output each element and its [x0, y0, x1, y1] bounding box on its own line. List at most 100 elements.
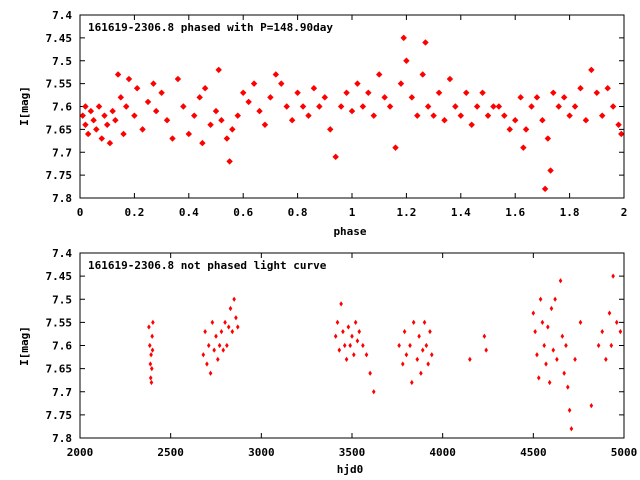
unphased-data-point	[344, 356, 349, 362]
phased-y-tick-label: 7.4	[52, 9, 72, 22]
unphased-data-point	[422, 319, 427, 325]
phased-plot-frame	[79, 14, 625, 199]
phased-x-tick-label: 0	[77, 206, 84, 219]
phased-data-point	[452, 103, 459, 110]
phased-data-point	[321, 94, 328, 101]
phased-data-point	[125, 75, 133, 83]
phased-data-point	[403, 57, 410, 64]
unphased-data-point	[558, 278, 563, 284]
unphased-data-point	[400, 361, 405, 367]
unphased-data-point	[569, 426, 574, 432]
phased-data-point	[547, 167, 554, 174]
phased-x-tick-label: 2	[621, 206, 628, 219]
phased-data-point	[98, 135, 105, 142]
unphased-y-tick-label: 7.55	[46, 316, 73, 329]
phased-data-point	[82, 121, 89, 128]
unphased-x-tick-label: 5000	[611, 446, 638, 459]
phased-data-point	[104, 121, 111, 128]
unphased-data-point	[411, 319, 416, 325]
unphased-data-point	[346, 324, 351, 330]
phased-data-point	[424, 103, 432, 110]
unphased-data-point	[408, 342, 412, 349]
unphased-data-point	[562, 370, 566, 376]
phased-data-point	[484, 112, 492, 119]
unphased-x-tick-label: 2500	[157, 446, 184, 459]
unphased-data-point	[223, 319, 227, 325]
phased-data-point	[114, 71, 122, 78]
phased-data-point	[144, 98, 152, 106]
phased-data-point	[473, 103, 481, 110]
phased-data-point	[541, 185, 549, 193]
unphased-data-point	[342, 342, 347, 349]
phased-data-point	[305, 112, 312, 119]
unphased-data-point	[573, 356, 577, 362]
unphased-data-points	[147, 273, 623, 432]
phased-data-point	[381, 94, 388, 101]
unphased-data-point	[536, 375, 541, 381]
phased-data-point	[392, 144, 399, 151]
unphased-data-point	[415, 356, 420, 362]
unphased-data-point	[531, 310, 536, 316]
unphased-y-tick-label: 7.6	[52, 340, 72, 353]
unphased-data-point	[417, 333, 421, 339]
phased-data-point	[577, 85, 584, 92]
unphased-data-point	[560, 333, 565, 339]
phased-data-point	[343, 89, 350, 96]
phased-data-point	[150, 80, 157, 87]
phased-data-point	[117, 94, 124, 101]
phased-data-point	[588, 66, 595, 74]
phased-data-point	[196, 94, 203, 101]
unphased-data-point	[216, 356, 220, 362]
phased-data-point	[250, 80, 258, 87]
phased-x-tick-label: 0.8	[288, 206, 308, 219]
phased-data-point	[120, 130, 127, 138]
phased-data-point	[337, 103, 345, 110]
phased-data-point	[348, 107, 356, 115]
unphased-data-point	[535, 352, 539, 358]
unphased-data-point	[607, 310, 612, 316]
unphased-data-point	[148, 375, 153, 381]
phased-data-point	[327, 126, 334, 133]
unphased-data-point	[468, 356, 472, 362]
unphased-data-point	[205, 361, 209, 367]
phased-data-point	[101, 112, 108, 119]
unphased-data-point	[232, 296, 236, 302]
unphased-data-point	[235, 324, 240, 330]
phased-data-point	[79, 112, 86, 119]
phased-data-point	[370, 112, 377, 119]
unphased-x-tick-label: 4000	[429, 446, 456, 459]
phased-data-point	[501, 112, 508, 119]
phased-data-point	[533, 94, 541, 101]
phased-data-point	[539, 117, 546, 124]
phased-data-point	[419, 71, 426, 78]
phased-x-tick-label: 1	[349, 206, 356, 219]
phased-data-point	[506, 126, 513, 133]
unphased-data-point	[538, 296, 543, 302]
phased-data-point	[512, 117, 519, 124]
phased-data-point	[215, 66, 222, 74]
unphased-data-point	[555, 356, 559, 362]
unphased-data-point	[564, 342, 568, 349]
phased-data-point	[609, 103, 617, 110]
unphased-light-curve-panel: 161619-2306.8 not phased light curve hjd…	[18, 247, 637, 476]
unphased-data-point	[429, 352, 434, 358]
phased-data-point	[408, 94, 416, 101]
phased-data-point	[294, 89, 301, 96]
unphased-data-point	[348, 342, 352, 349]
unphased-data-point	[397, 342, 401, 349]
unphased-data-point	[203, 329, 207, 335]
unphased-data-point	[553, 296, 557, 302]
phased-data-point	[422, 39, 429, 46]
unphased-y-axis-label: I[mag]	[18, 326, 31, 366]
phased-data-point	[226, 158, 233, 165]
phased-data-point	[354, 80, 361, 87]
phased-x-axis-label: phase	[333, 225, 366, 238]
phased-data-point	[84, 130, 92, 138]
unphased-y-tick-label: 7.8	[52, 432, 72, 445]
phased-data-point	[95, 103, 103, 110]
unphased-data-point	[355, 338, 360, 344]
phased-data-point	[90, 117, 97, 124]
phased-data-point	[430, 112, 437, 119]
phased-y-axis-label: I[mag]	[18, 86, 31, 126]
phased-data-point	[522, 126, 530, 133]
